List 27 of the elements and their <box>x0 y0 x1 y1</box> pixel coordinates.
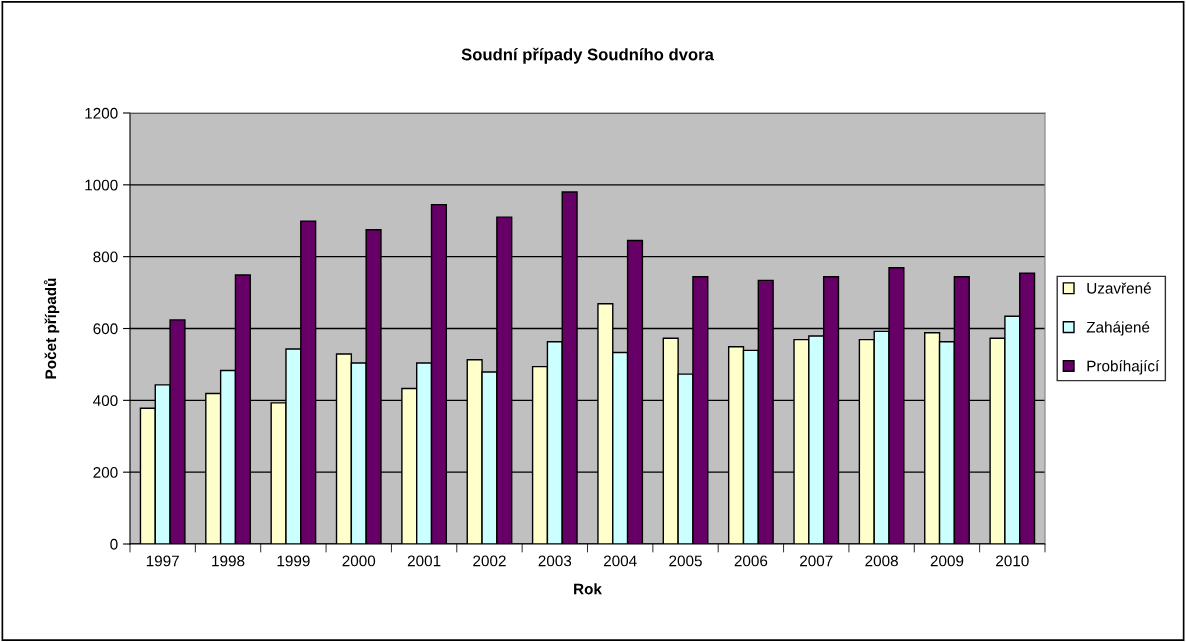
legend-label: Zahájené <box>1086 321 1150 336</box>
x-tick-label: 2009 <box>930 555 964 567</box>
y-tick-label: 1200 <box>85 107 118 119</box>
y-tick-label: 400 <box>93 395 118 407</box>
x-tick-label: 2006 <box>734 555 768 567</box>
x-tick-label: 2010 <box>996 555 1029 567</box>
chart-title: Soudní případy Soudního dvora <box>461 47 714 64</box>
y-tick-label: 600 <box>93 323 118 335</box>
x-tick-label: 2000 <box>342 555 376 567</box>
x-tick-label: 2003 <box>538 555 572 567</box>
y-tick-label: 200 <box>93 467 118 478</box>
x-tick-label: 2002 <box>473 555 506 567</box>
x-tick-label: 1998 <box>212 555 245 567</box>
y-tick-label: 1000 <box>85 179 118 191</box>
x-tick-label: 2001 <box>407 555 441 567</box>
x-tick-label: 1997 <box>146 555 179 567</box>
y-axis-title: Počet případů <box>43 278 60 379</box>
legend-label: Uzavřené <box>1087 282 1151 294</box>
x-tick-label: 1999 <box>277 555 310 567</box>
x-tick-label: 2005 <box>669 555 702 567</box>
y-tick-label: 0 <box>110 538 118 550</box>
x-tick-label: 2004 <box>603 555 637 567</box>
y-tick-label: 800 <box>93 251 118 263</box>
x-axis-title: Rok <box>574 583 602 595</box>
legend-label: Probíhající <box>1087 360 1160 375</box>
x-tick-label: 2008 <box>865 555 898 567</box>
x-tick-label: 2007 <box>800 555 833 567</box>
